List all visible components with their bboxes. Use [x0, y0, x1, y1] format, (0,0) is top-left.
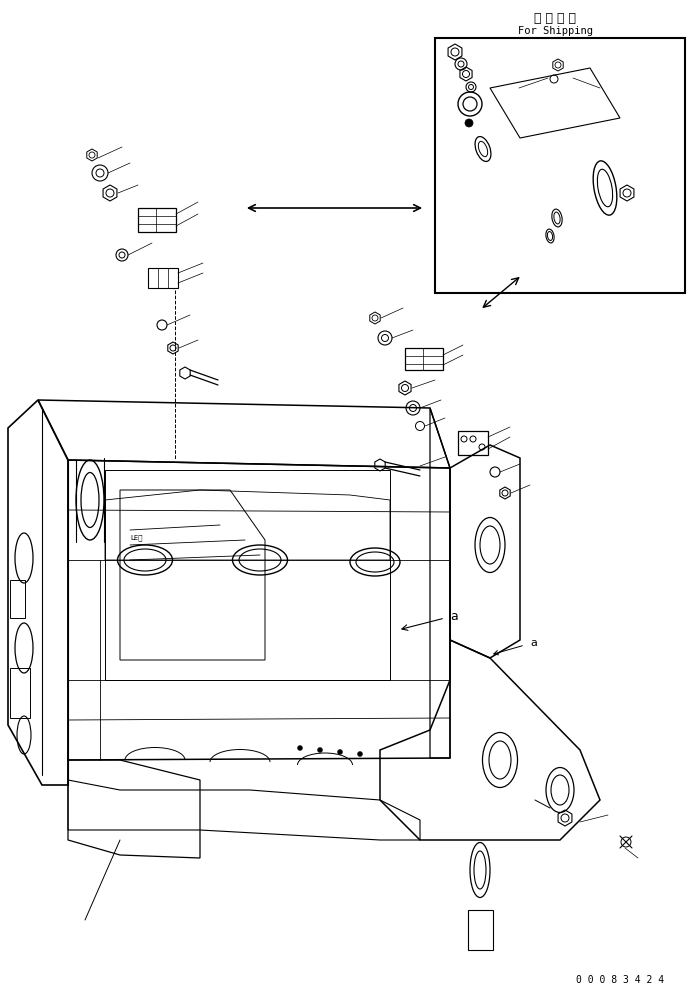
- Circle shape: [358, 751, 363, 756]
- Circle shape: [317, 747, 322, 752]
- Text: For Shipping: For Shipping: [518, 26, 592, 36]
- Bar: [435, 38, 685, 293]
- Bar: [10, 580, 25, 618]
- Bar: [405, 348, 443, 370]
- Circle shape: [297, 745, 303, 750]
- Bar: [458, 431, 488, 455]
- Text: 0 0 0 8 3 4 2 4: 0 0 0 8 3 4 2 4: [576, 975, 664, 985]
- Text: 運 携 部 品: 運 携 部 品: [534, 12, 576, 25]
- Bar: [10, 668, 30, 718]
- Circle shape: [465, 119, 473, 127]
- Text: a: a: [530, 638, 537, 648]
- Bar: [138, 208, 176, 232]
- Bar: [468, 910, 493, 950]
- Text: a: a: [450, 609, 458, 622]
- Circle shape: [338, 749, 342, 754]
- Text: LEㅣ: LEㅣ: [130, 534, 143, 541]
- Bar: [148, 268, 178, 288]
